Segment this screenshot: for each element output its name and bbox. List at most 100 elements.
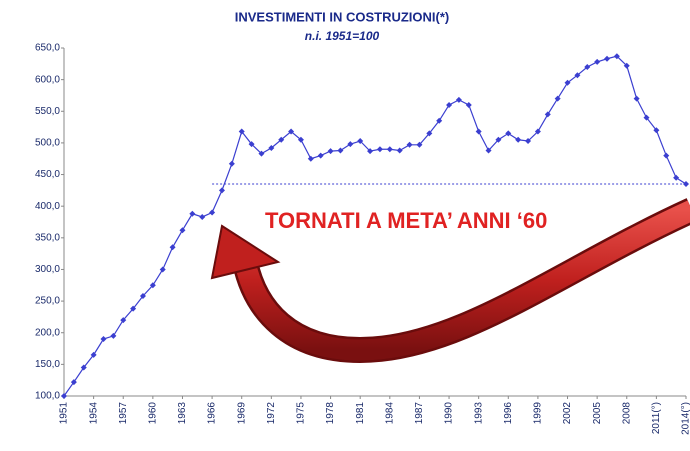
x-tick-label: 1963	[177, 402, 188, 425]
data-point	[574, 72, 581, 79]
x-tick-label: 2005	[592, 402, 603, 425]
x-tick-label: 1984	[384, 402, 395, 425]
x-tick-label: 1960	[147, 402, 158, 425]
data-point	[159, 266, 166, 273]
y-tick-label: 100,0	[35, 391, 60, 402]
data-point	[149, 282, 156, 289]
data-point	[505, 130, 512, 137]
y-tick-label: 450,0	[35, 169, 60, 180]
data-point	[169, 244, 176, 251]
data-point	[436, 117, 443, 124]
x-tick-label: 1951	[59, 402, 70, 425]
x-tick-label: 1972	[266, 402, 277, 425]
data-point	[139, 293, 146, 300]
data-point	[554, 95, 561, 102]
annotation: TORNATI A META’ ANNI ‘60	[265, 208, 547, 233]
x-tick-label: 2011(°)	[651, 402, 662, 434]
data-point	[61, 393, 67, 399]
data-point	[683, 181, 689, 188]
x-tick-label: 1999	[533, 402, 544, 425]
x-tick-label: 1969	[236, 402, 247, 425]
data-point	[258, 150, 265, 157]
data-point	[446, 101, 453, 108]
data-point	[455, 96, 462, 103]
data-point	[376, 146, 383, 153]
y-tick-label: 150,0	[35, 359, 60, 370]
data-point	[475, 128, 482, 135]
data-point	[544, 111, 551, 118]
x-tick-label: 1987	[414, 402, 425, 425]
data-point	[584, 63, 591, 70]
data-point	[673, 174, 680, 181]
chart-subtitle: n.i. 1951=100	[305, 29, 380, 43]
data-point	[416, 141, 423, 148]
data-point	[238, 128, 245, 135]
data-point	[179, 227, 186, 234]
data-point	[594, 58, 601, 65]
x-tick-label: 1957	[118, 402, 129, 425]
data-point	[130, 305, 137, 312]
data-point	[90, 351, 97, 358]
x-tick-label: 1993	[473, 402, 484, 425]
data-point	[100, 336, 107, 343]
data-point	[327, 148, 334, 155]
y-tick-label: 200,0	[35, 327, 60, 338]
data-point	[396, 147, 403, 154]
data-point	[199, 213, 206, 220]
x-tick-label: 1954	[88, 402, 99, 425]
y-tick-label: 500,0	[35, 138, 60, 149]
data-point	[564, 79, 571, 86]
x-tick-label: 2014(°)	[681, 402, 690, 435]
y-tick-label: 250,0	[35, 296, 60, 307]
data-point	[604, 55, 611, 62]
data-point	[347, 141, 354, 148]
data-point	[485, 147, 492, 154]
data-point	[189, 210, 196, 217]
data-point	[110, 332, 117, 339]
data-point	[337, 147, 344, 154]
data-point	[495, 136, 502, 143]
data-point	[80, 364, 87, 371]
data-point	[248, 141, 255, 148]
data-point	[643, 114, 650, 121]
data-point	[317, 152, 324, 159]
chart-title: INVESTIMENTI IN COSTRUZIONI(*)	[235, 9, 450, 24]
data-point	[307, 155, 314, 162]
x-tick-label: 1978	[325, 402, 336, 425]
x-tick-label: 1966	[207, 402, 218, 425]
data-point	[120, 317, 127, 324]
data-point	[297, 136, 304, 143]
data-point	[465, 101, 472, 108]
data-point	[406, 141, 413, 148]
data-point	[288, 128, 295, 135]
data-point	[663, 152, 670, 159]
data-point	[633, 95, 640, 102]
data-point	[653, 127, 660, 134]
x-tick-label: 2002	[562, 402, 573, 425]
data-point	[357, 138, 364, 145]
y-tick-label: 650,0	[35, 43, 60, 54]
y-tick-label: 300,0	[35, 264, 60, 275]
y-tick-label: 550,0	[35, 106, 60, 117]
data-point	[534, 128, 541, 135]
x-tick-label: 1990	[444, 402, 455, 425]
data-point	[623, 62, 630, 69]
data-point	[278, 136, 285, 143]
data-point	[386, 146, 393, 153]
data-point	[218, 187, 225, 194]
data-point	[367, 148, 374, 155]
y-tick-label: 600,0	[35, 74, 60, 85]
plot-area: 100,0 150,0 200,0 250,0 300,0 350,0 400,0 450,0…	[35, 43, 690, 435]
data-point	[70, 379, 77, 386]
x-tick-label: 2008	[621, 402, 632, 425]
arrow	[210, 198, 690, 364]
data-point	[209, 209, 216, 216]
x-tick-label: 1996	[503, 402, 514, 425]
data-point	[268, 144, 275, 151]
y-tick-label: 350,0	[35, 232, 60, 243]
data-point	[426, 130, 433, 137]
data-point	[613, 53, 620, 60]
data-line	[63, 55, 687, 397]
y-tick-label: 400,0	[35, 201, 60, 212]
